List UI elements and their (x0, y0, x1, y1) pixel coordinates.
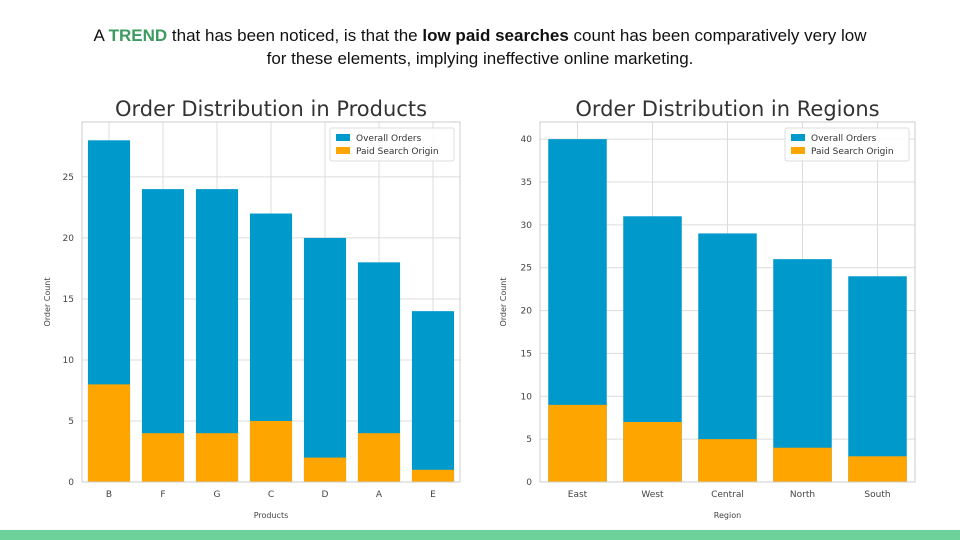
y-tick-label: 0 (68, 478, 74, 488)
x-tick-label: A (376, 490, 383, 500)
legend-swatch-paid (791, 147, 805, 154)
headline-trend-word: TREND (108, 26, 168, 45)
bar-paid-search-origin (698, 439, 757, 482)
headline-bold-phrase: low paid searches (422, 26, 569, 45)
y-tick-label: 30 (521, 221, 533, 231)
bar-paid-search-origin (623, 422, 682, 482)
bar-paid-search-origin (848, 456, 907, 482)
legend: Overall Orders Paid Search Origin (784, 127, 910, 162)
bar-paid-search-origin (141, 433, 185, 482)
chart-title: Order Distribution in Products (115, 97, 427, 121)
headline: A TREND that has been noticed, is that t… (40, 24, 920, 70)
legend-label: Overall Orders (811, 134, 877, 144)
legend-swatch-overall (336, 134, 350, 141)
x-tick-label: South (864, 490, 890, 500)
chart-title: Order Distribution in Regions (575, 97, 879, 121)
y-axis-label: Order Count (43, 277, 52, 326)
x-tick-label: B (106, 490, 112, 500)
plot-frame (539, 121, 916, 483)
y-tick-label: 25 (63, 173, 74, 183)
y-tick-label: 5 (68, 417, 74, 427)
x-tick-label: North (790, 490, 815, 500)
regions-chart: Order Distribution in Regions 0 5 10 15 20 25 3… (499, 97, 916, 520)
footer-accent-bar (0, 530, 960, 540)
y-tick-label: 40 (521, 135, 533, 145)
legend-label: Overall Orders (356, 134, 422, 144)
x-tick-label: G (214, 490, 221, 500)
y-tick-label: 15 (63, 295, 74, 305)
bar-paid-search-origin (87, 384, 131, 482)
x-tick-label: East (568, 490, 588, 500)
legend-box (784, 127, 910, 162)
x-tick-label: D (322, 490, 329, 500)
bar-paid-search-origin (357, 433, 401, 482)
y-tick-label: 10 (521, 392, 533, 402)
bar-paid-search-origin (548, 404, 607, 482)
legend-label: Paid Search Origin (811, 147, 894, 157)
bar-paid-search-origin (411, 469, 455, 482)
legend-label: Paid Search Origin (356, 147, 439, 157)
headline-suffix: count has been comparatively very low (568, 26, 867, 45)
x-tick-label: West (641, 490, 664, 500)
headline-line-1: A TREND that has been noticed, is that t… (40, 24, 920, 47)
products-chart: Order Distribution in Products 0 5 10 15 20 25… (43, 97, 461, 520)
y-tick-label: 35 (521, 178, 532, 188)
y-tick-label: 0 (526, 478, 532, 488)
y-tick-label: 25 (521, 264, 532, 274)
y-tick-label: 10 (63, 356, 75, 366)
bar-overall-orders (773, 259, 832, 482)
bar-overall-orders (303, 237, 347, 482)
x-tick-label: C (268, 490, 274, 500)
y-tick-label: 20 (521, 307, 533, 317)
headline-line-2: for these elements, implying ineffective… (266, 49, 694, 68)
bar-overall-orders (411, 311, 455, 482)
x-tick-label: F (160, 490, 165, 500)
y-tick-label: 5 (526, 435, 532, 445)
bar-paid-search-origin (303, 457, 347, 482)
plot-frame (81, 121, 461, 483)
legend-box (329, 127, 455, 162)
x-axis-label: Products (254, 511, 289, 520)
bar-paid-search-origin (249, 420, 293, 482)
legend-swatch-overall (791, 134, 805, 141)
headline-middle: that has been noticed, is that the (167, 26, 423, 45)
x-tick-label: E (430, 490, 436, 500)
bar-paid-search-origin (195, 433, 239, 482)
x-axis-label: Region (714, 511, 741, 520)
x-tick-label: Central (711, 490, 744, 500)
legend: Overall Orders Paid Search Origin (329, 127, 455, 162)
y-tick-label: 20 (63, 234, 75, 244)
bar-overall-orders (848, 276, 907, 482)
y-tick-label: 15 (521, 349, 532, 359)
bar-paid-search-origin (773, 447, 832, 482)
legend-swatch-paid (336, 147, 350, 154)
headline-prefix: A (93, 26, 109, 45)
y-axis-label: Order Count (499, 277, 508, 326)
